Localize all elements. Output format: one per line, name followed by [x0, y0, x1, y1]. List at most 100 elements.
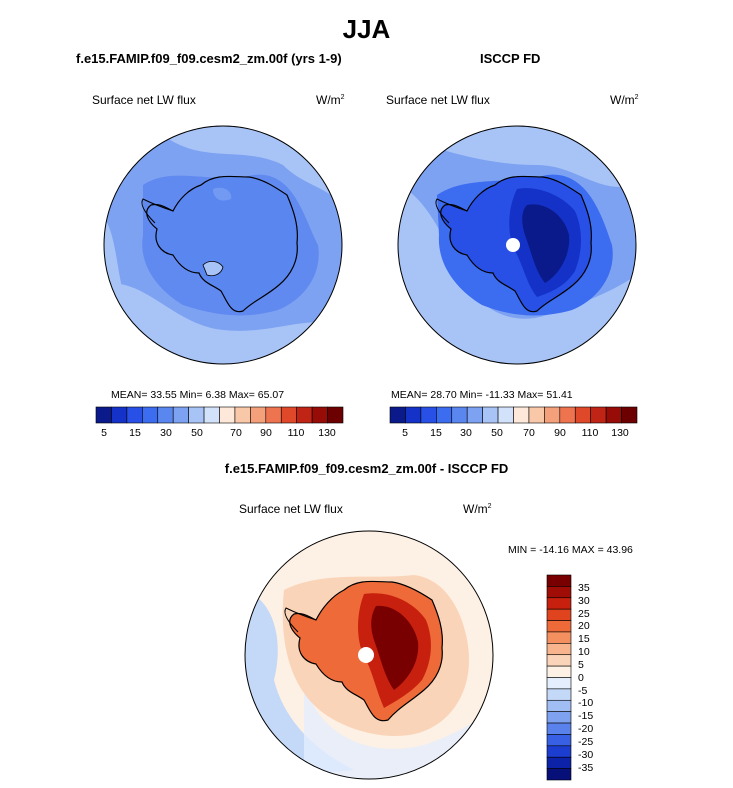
colorbar-swatch: [546, 631, 572, 644]
obs-panel-title: ISCCP FD: [480, 51, 541, 66]
model-ocean-light-band: [104, 283, 342, 364]
model-cb-tick: 110: [287, 427, 305, 439]
model-map-border: [103, 125, 343, 365]
colorbar-swatch: [513, 406, 530, 424]
diff-cb-tick: 15: [578, 633, 590, 645]
colorbar-swatch: [546, 574, 572, 587]
model-cb-tick: 90: [260, 427, 272, 439]
diff-cb-tick: 0: [578, 672, 584, 684]
colorbar-swatch: [219, 406, 236, 424]
colorbar-swatch: [559, 406, 576, 424]
obs-cb-tick: 5: [402, 427, 408, 439]
model-colorbar: [95, 406, 344, 424]
colorbar-swatch: [546, 711, 572, 724]
colorbar-swatch: [546, 608, 572, 621]
colorbar-swatch: [546, 665, 572, 678]
obs-stats: MEAN= 28.70 Min= -11.33 Max= 51.41: [391, 389, 573, 401]
diff-plateau-max-field: [371, 605, 419, 690]
colorbar-swatch: [621, 406, 638, 424]
colorbar-swatch: [590, 406, 607, 424]
diff-cb-tick: -25: [578, 736, 594, 748]
diff-cb-tick: -35: [578, 762, 594, 774]
model-variable-label: Surface net LW flux: [92, 93, 196, 107]
diff-map-border: [244, 530, 494, 780]
colorbar-swatch: [546, 734, 572, 747]
colorbar-swatch: [546, 745, 572, 758]
colorbar-swatch: [234, 406, 251, 424]
colorbar-swatch: [311, 406, 328, 424]
diff-cb-tick: 10: [578, 646, 590, 658]
obs-plateau-deep-field: [522, 204, 570, 283]
colorbar-swatch: [546, 768, 572, 781]
obs-map-border: [397, 125, 637, 365]
colorbar-swatch: [546, 756, 572, 769]
diff-cb-tick: 30: [578, 595, 590, 607]
colorbar-swatch: [157, 406, 174, 424]
colorbar-swatch: [482, 406, 499, 424]
colorbar-swatch: [546, 722, 572, 735]
colorbar-swatch: [405, 406, 422, 424]
diff-polar-map: [244, 530, 494, 780]
diff-pole-missing-marker: [358, 647, 374, 663]
diff-cb-tick: 25: [578, 608, 590, 620]
colorbar-swatch: [420, 406, 437, 424]
diff-panel-title: f.e15.FAMIP.f09_f09.cesm2_zm.00f - ISCCP…: [224, 461, 509, 476]
obs-cb-tick: 50: [491, 427, 503, 439]
colorbar-swatch: [436, 406, 453, 424]
colorbar-swatch: [172, 406, 189, 424]
model-cb-tick: 30: [160, 427, 172, 439]
diff-cb-tick: -15: [578, 710, 594, 722]
colorbar-swatch: [544, 406, 561, 424]
colorbar-swatch: [95, 406, 112, 424]
colorbar-swatch: [327, 406, 344, 424]
diff-colorbar: [546, 574, 572, 781]
diff-cb-tick: 5: [578, 659, 584, 671]
obs-cb-tick: 15: [430, 427, 442, 439]
obs-units-label: W/m2: [610, 93, 639, 107]
colorbar-swatch: [466, 406, 483, 424]
colorbar-swatch: [546, 643, 572, 656]
model-peninsula-coastline: [141, 198, 174, 224]
obs-cb-tick: 90: [554, 427, 566, 439]
colorbar-swatch: [451, 406, 468, 424]
colorbar-swatch: [546, 620, 572, 633]
obs-colorbar: [389, 406, 638, 424]
colorbar-swatch: [574, 406, 591, 424]
colorbar-swatch: [250, 406, 267, 424]
model-cb-tick: 130: [318, 427, 336, 439]
colorbar-swatch: [203, 406, 220, 424]
model-cb-tick: 50: [191, 427, 203, 439]
colorbar-swatch: [528, 406, 545, 424]
model-panel-title: f.e15.FAMIP.f09_f09.cesm2_zm.00f (yrs 1-…: [76, 51, 342, 66]
obs-cb-tick: 130: [611, 427, 629, 439]
diff-cb-tick: -20: [578, 723, 594, 735]
colorbar-swatch: [497, 406, 514, 424]
obs-polar-map: [397, 125, 637, 365]
colorbar-swatch: [296, 406, 313, 424]
colorbar-swatch: [546, 654, 572, 667]
diff-cb-tick: 35: [578, 582, 590, 594]
obs-cb-tick: 70: [523, 427, 535, 439]
colorbar-swatch: [280, 406, 297, 424]
model-polar-map: [103, 125, 343, 365]
colorbar-swatch: [546, 699, 572, 712]
diff-cb-tick: -30: [578, 749, 594, 761]
obs-peninsula-coastline: [435, 198, 468, 224]
model-cb-tick: 5: [101, 427, 107, 439]
diff-variable-label: Surface net LW flux: [239, 502, 343, 516]
diff-peninsula-coastline: [284, 607, 317, 633]
obs-cb-tick: 110: [581, 427, 599, 439]
colorbar-swatch: [546, 586, 572, 599]
colorbar-swatch: [188, 406, 205, 424]
model-cb-tick: 70: [230, 427, 242, 439]
obs-variable-label: Surface net LW flux: [386, 93, 490, 107]
obs-pole-missing-marker: [506, 238, 520, 252]
model-ice-shelf: [202, 261, 224, 277]
model-units-label: W/m2: [316, 93, 345, 107]
diff-units-label: W/m2: [463, 502, 492, 516]
colorbar-swatch: [546, 677, 572, 690]
colorbar-swatch: [265, 406, 282, 424]
model-cb-tick: 15: [129, 427, 141, 439]
colorbar-swatch: [605, 406, 622, 424]
model-stats: MEAN= 33.55 Min= 6.38 Max= 65.07: [111, 389, 285, 401]
